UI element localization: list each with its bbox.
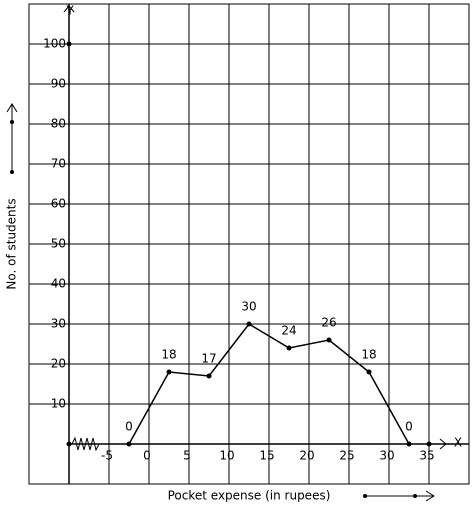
data-label: 26 <box>321 316 336 330</box>
y-tick-label: 10 <box>51 397 66 411</box>
x-axis-name: X <box>454 436 462 450</box>
data-label: 18 <box>361 348 376 362</box>
axis-break <box>71 436 100 452</box>
x-tick-label: -5 <box>101 449 113 463</box>
x-tick-label: 5 <box>183 449 191 463</box>
y-axis-label: No. of students <box>5 198 19 289</box>
x-axis-label: Pocket expense (in rupees) <box>168 489 331 503</box>
point <box>286 345 292 351</box>
y-tick-label: 40 <box>51 277 66 291</box>
y-tick-label: 30 <box>51 317 66 331</box>
y-tick-label: 60 <box>51 197 66 211</box>
y-tick-label: 90 <box>51 77 66 91</box>
data-label: 0 <box>405 420 413 434</box>
line <box>128 323 410 445</box>
x-tick-label: 30 <box>379 449 394 463</box>
point <box>326 337 332 343</box>
x-tick-label: 25 <box>339 449 354 463</box>
decor-arrow <box>6 103 435 502</box>
data-label: 17 <box>201 352 216 366</box>
x-tick-label: 0 <box>143 449 151 463</box>
y-tick-label: 80 <box>51 117 66 131</box>
x-tick-label: 15 <box>259 449 274 463</box>
y-tick-label: 20 <box>51 357 66 371</box>
data-label: 30 <box>241 300 256 314</box>
data-label: 18 <box>161 348 176 362</box>
point <box>166 369 172 375</box>
data-label: 0 <box>125 420 133 434</box>
x-tick-label: 20 <box>299 449 314 463</box>
data-label: 24 <box>281 324 296 338</box>
point <box>366 369 372 375</box>
point <box>206 373 212 379</box>
y-axis-arrow <box>63 5 75 13</box>
y-axis-name: Y <box>65 4 74 18</box>
point <box>126 441 132 447</box>
y-tick-label: 100 <box>43 37 66 51</box>
x-tick-label: 10 <box>219 449 234 463</box>
axis-dot <box>66 441 72 447</box>
point <box>246 321 252 327</box>
y-tick-label: 70 <box>51 157 66 171</box>
y-tick-label: 50 <box>51 237 66 251</box>
point <box>406 441 412 447</box>
x-axis-arrow <box>439 438 447 450</box>
x-tick-label: 35 <box>419 449 434 463</box>
